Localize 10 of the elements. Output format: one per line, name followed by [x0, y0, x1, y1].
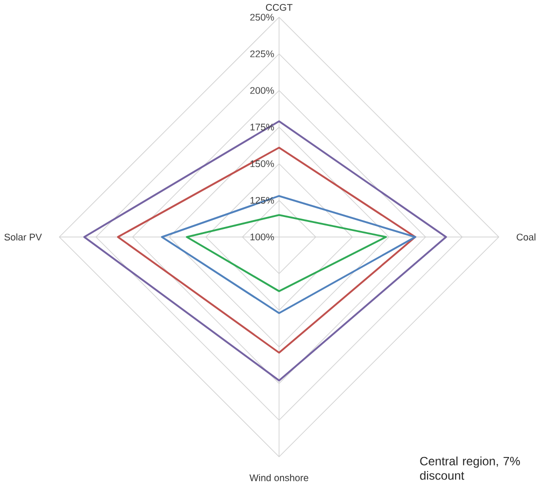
spoke-label: Wind onshore	[249, 474, 308, 482]
y-tick-label: 225%	[250, 50, 274, 58]
spoke-label: Solar PV	[4, 233, 42, 240]
y-tick-label: 150%	[250, 160, 274, 168]
y-tick-label: 100%	[250, 233, 274, 240]
y-tick-label: 250%	[250, 14, 274, 21]
text: Central region, 7% discount	[420, 456, 520, 480]
spoke-label: CCGT	[266, 4, 292, 11]
y-tick-label: 200%	[250, 86, 274, 94]
spoke-label: Coal	[516, 233, 536, 240]
